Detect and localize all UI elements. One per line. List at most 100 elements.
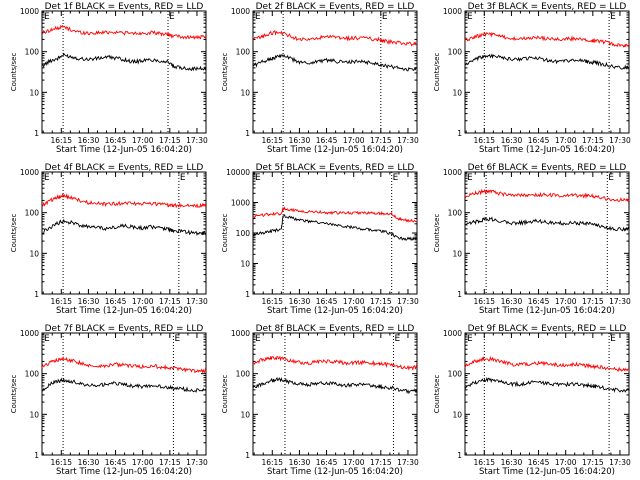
y-tick-label: 100 — [448, 370, 463, 379]
y-axis-title: Counts/sec — [10, 214, 18, 253]
x-tick-label: 17:15 — [582, 458, 604, 467]
x-axis-title: Start Time (12-Jun-05 16:04:20) — [267, 306, 403, 316]
x-tick-label: 17:00 — [555, 458, 577, 467]
x-tick-label: 17:30 — [186, 136, 208, 145]
x-tick-label: 17:30 — [397, 136, 419, 145]
lld-series-line — [41, 24, 207, 40]
x-tick-label: 16:15 — [50, 297, 72, 306]
y-tick-label: 100 — [25, 370, 40, 379]
x-tick-label: 17:00 — [132, 458, 154, 467]
x-tick-label: 16:30 — [78, 297, 100, 306]
y-tick-label: 1000 — [20, 7, 39, 16]
detector-panel: Det 9f BLACK = Events, RED = LLD Start Ti… — [433, 324, 631, 477]
x-tick-label: 16:15 — [473, 297, 495, 306]
event-marker-label: E — [180, 173, 186, 183]
panel-title: Det 5f BLACK = Events, RED = LLD — [256, 163, 415, 173]
y-tick-label: 10 — [29, 249, 39, 258]
event-marker-label: E — [44, 12, 50, 22]
x-tick-label: 16:45 — [316, 136, 338, 145]
x-tick-label: 16:45 — [105, 136, 127, 145]
event-marker-label: E — [393, 173, 399, 183]
x-tick-label: 17:15 — [582, 297, 604, 306]
detector-panel: Det 8f BLACK = Events, RED = LLD Start Ti… — [221, 324, 419, 477]
plot-frame — [464, 171, 630, 295]
x-tick-label: 17:00 — [132, 136, 154, 145]
panel-title: Det 1f BLACK = Events, RED = LLD — [45, 2, 204, 12]
x-tick-label: 17:30 — [609, 458, 631, 467]
events-series-line — [252, 53, 418, 72]
y-tick-label: 1 — [245, 290, 250, 299]
event-marker-label: E — [467, 12, 473, 22]
x-axis-title: Start Time (12-Jun-05 16:04:20) — [56, 306, 192, 316]
plot-frame — [41, 10, 207, 134]
y-axis-title: Counts/sec — [10, 53, 18, 92]
plot-frame — [464, 10, 630, 134]
x-tick-label: 17:15 — [582, 136, 604, 145]
y-tick-label: 10 — [29, 88, 39, 97]
x-axis-title: Start Time (12-Jun-05 16:04:20) — [479, 145, 615, 155]
y-tick-label: 10 — [452, 249, 462, 258]
x-axis-title: Start Time (12-Jun-05 16:04:20) — [56, 467, 192, 477]
y-tick-label: 10 — [29, 410, 39, 419]
detector-panel: Det 4f BLACK = Events, RED = LLD Start Ti… — [10, 163, 208, 316]
x-tick-label: 16:30 — [289, 136, 311, 145]
plot-frame — [41, 332, 207, 456]
y-axis-title: Counts/sec — [433, 214, 441, 253]
y-tick-label: 1000 — [231, 7, 250, 16]
lld-series-line — [252, 355, 418, 371]
x-axis-title: Start Time (12-Jun-05 16:04:20) — [267, 467, 403, 477]
x-tick-label: 17:30 — [397, 458, 419, 467]
plot-frame — [252, 10, 418, 134]
event-marker-label: E — [255, 173, 261, 183]
y-tick-label: 1 — [245, 129, 250, 138]
detector-panel: Det 3f BLACK = Events, RED = LLD Start Ti… — [433, 2, 631, 155]
x-tick-label: 16:45 — [316, 297, 338, 306]
y-tick-label: 100 — [236, 370, 251, 379]
x-tick-label: 16:30 — [78, 458, 100, 467]
x-tick-label: 17:30 — [397, 297, 419, 306]
detector-panel: Det 2f BLACK = Events, RED = LLD Start Ti… — [221, 2, 419, 155]
x-tick-label: 16:30 — [501, 136, 523, 145]
x-tick-label: 17:30 — [609, 136, 631, 145]
event-marker-label: E — [467, 173, 473, 183]
x-tick-label: 16:15 — [261, 297, 283, 306]
y-tick-label: 1 — [457, 129, 462, 138]
y-tick-label: 1 — [34, 290, 39, 299]
lld-series-line — [41, 193, 207, 209]
x-tick-label: 16:30 — [501, 458, 523, 467]
x-tick-label: 17:30 — [186, 458, 208, 467]
event-marker-label: E — [44, 173, 50, 183]
y-axis-title: Counts/sec — [221, 375, 229, 414]
x-tick-label: 16:15 — [473, 458, 495, 467]
y-axis-title: Counts/sec — [433, 53, 441, 92]
x-tick-label: 17:00 — [555, 297, 577, 306]
y-tick-label: 10 — [452, 88, 462, 97]
y-tick-label: 100 — [448, 209, 463, 218]
lld-series-line — [252, 30, 418, 47]
x-axis-title: Start Time (12-Jun-05 16:04:20) — [267, 145, 403, 155]
x-tick-label: 16:30 — [78, 136, 100, 145]
lld-series-line — [252, 206, 418, 223]
x-tick-label: 17:15 — [159, 136, 181, 145]
events-series-line — [41, 377, 207, 393]
x-tick-label: 17:00 — [132, 297, 154, 306]
x-tick-label: 17:15 — [370, 458, 392, 467]
y-axis-title: Counts/sec — [221, 53, 229, 92]
plot-frame — [464, 332, 630, 456]
plot-frame — [41, 171, 207, 295]
y-tick-label: 1000 — [443, 168, 462, 177]
y-tick-label: 100 — [448, 48, 463, 57]
x-tick-label: 16:45 — [528, 136, 550, 145]
y-tick-label: 100 — [25, 48, 40, 57]
panel-title: Det 2f BLACK = Events, RED = LLD — [256, 2, 415, 12]
event-marker-label: E — [467, 334, 473, 344]
x-tick-label: 17:15 — [159, 297, 181, 306]
y-tick-label: 10 — [452, 410, 462, 419]
event-marker-label: E — [169, 12, 175, 22]
y-tick-label: 1000 — [231, 199, 250, 208]
y-axis-title: Counts/sec — [221, 214, 229, 253]
x-tick-label: 17:00 — [555, 136, 577, 145]
x-tick-label: 17:15 — [370, 136, 392, 145]
x-tick-label: 17:30 — [609, 297, 631, 306]
